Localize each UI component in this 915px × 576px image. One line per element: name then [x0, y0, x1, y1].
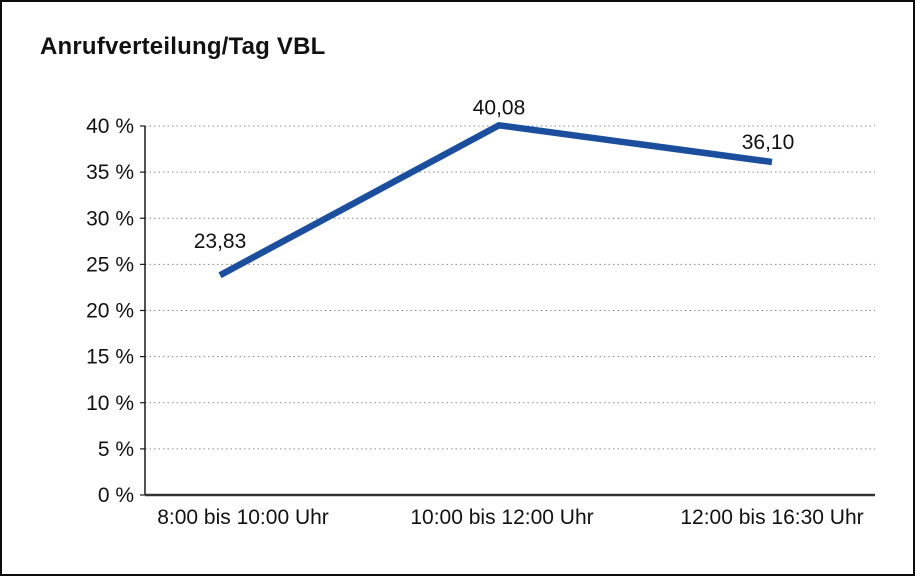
- y-tick-label: 0 %: [98, 484, 134, 507]
- y-tick-label: 40 %: [86, 115, 134, 138]
- y-tick-label: 30 %: [86, 207, 134, 230]
- data-point-label: 23,83: [194, 230, 247, 253]
- series-line: [218, 121, 773, 279]
- y-tick-label: 15 %: [86, 346, 134, 369]
- data-point-label: 36,10: [742, 131, 795, 154]
- x-tick-label: 10:00 bis 12:00 Uhr: [410, 506, 593, 529]
- chart-title: Anrufverteilung/Tag VBL: [40, 33, 326, 60]
- y-tick-label: 10 %: [86, 392, 134, 415]
- y-tick-label: 35 %: [86, 161, 134, 184]
- y-tick-label: 20 %: [86, 300, 134, 323]
- y-tick-label: 25 %: [86, 253, 134, 276]
- x-tick-label: 12:00 bis 16:30 Uhr: [680, 506, 863, 529]
- data-point-label: 40,08: [473, 96, 526, 119]
- x-tick-label: 8:00 bis 10:00 Uhr: [157, 506, 329, 529]
- y-tick-label: 5 %: [98, 438, 134, 461]
